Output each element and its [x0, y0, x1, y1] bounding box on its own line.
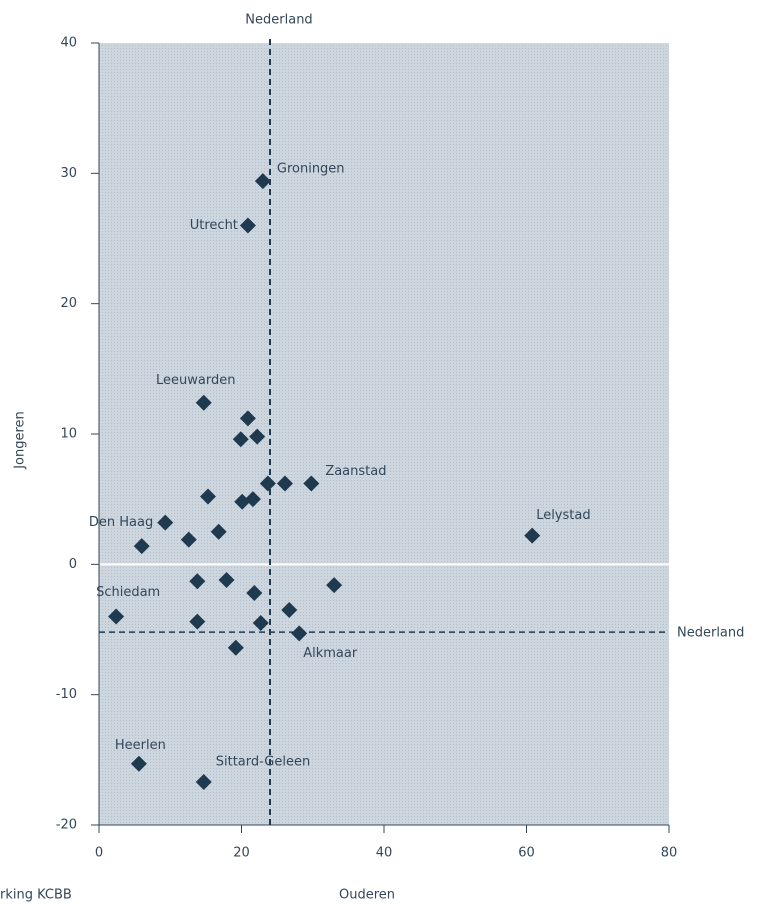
source: rking KCBB	[0, 888, 72, 903]
point	[130, 755, 147, 772]
point	[227, 639, 244, 656]
y-tick-label: 40	[60, 36, 77, 51]
point	[276, 475, 293, 492]
y-tick-label: 0	[69, 557, 77, 572]
point	[281, 601, 298, 618]
point	[259, 475, 276, 492]
point	[200, 488, 217, 505]
reference-label: Nederland	[245, 13, 312, 28]
reference-label: Nederland	[677, 626, 744, 641]
x-tick-label: 20	[233, 846, 250, 861]
point	[189, 613, 206, 630]
point	[218, 571, 235, 588]
y-tick-label: -10	[56, 687, 77, 702]
point-label: Alkmaar	[303, 646, 358, 661]
point	[157, 514, 174, 531]
point-label: Den Haag	[89, 515, 153, 530]
point	[189, 573, 206, 590]
point-label: Sittard-Geleen	[216, 754, 310, 769]
x-tick-label: 60	[518, 846, 535, 861]
point	[234, 493, 251, 510]
x-tick-label: 80	[661, 846, 678, 861]
point	[249, 428, 266, 445]
point-label: Heerlen	[115, 738, 166, 753]
point	[239, 217, 256, 234]
point	[246, 585, 263, 602]
point-label: Zaanstad	[325, 464, 386, 479]
y-axis-label: Jongeren	[13, 411, 28, 470]
point	[326, 577, 343, 594]
point	[244, 491, 261, 508]
point-label: Utrecht	[190, 218, 238, 233]
point	[180, 531, 197, 548]
point	[254, 173, 271, 190]
point	[195, 394, 212, 411]
x-tick-label: 0	[95, 846, 103, 861]
point	[108, 608, 125, 625]
y-tick-label: 10	[60, 427, 77, 442]
point	[291, 625, 308, 642]
point	[239, 410, 256, 427]
x-tick-label: 40	[376, 846, 393, 861]
point	[210, 523, 227, 540]
point-label: Groningen	[277, 162, 345, 177]
point-label: Lelystad	[536, 508, 590, 523]
point	[252, 614, 269, 631]
point-label: Schiedam	[96, 585, 160, 600]
point-label: Leeuwarden	[156, 373, 235, 388]
y-tick-label: -20	[56, 818, 77, 833]
point	[303, 475, 320, 492]
point	[195, 773, 212, 790]
x-axis-label: Ouderen	[339, 888, 395, 903]
point	[524, 527, 541, 544]
point	[133, 538, 150, 555]
y-tick-label: 20	[60, 296, 77, 311]
plot-area	[99, 43, 669, 825]
point	[232, 431, 249, 448]
y-tick-label: 30	[60, 166, 77, 181]
